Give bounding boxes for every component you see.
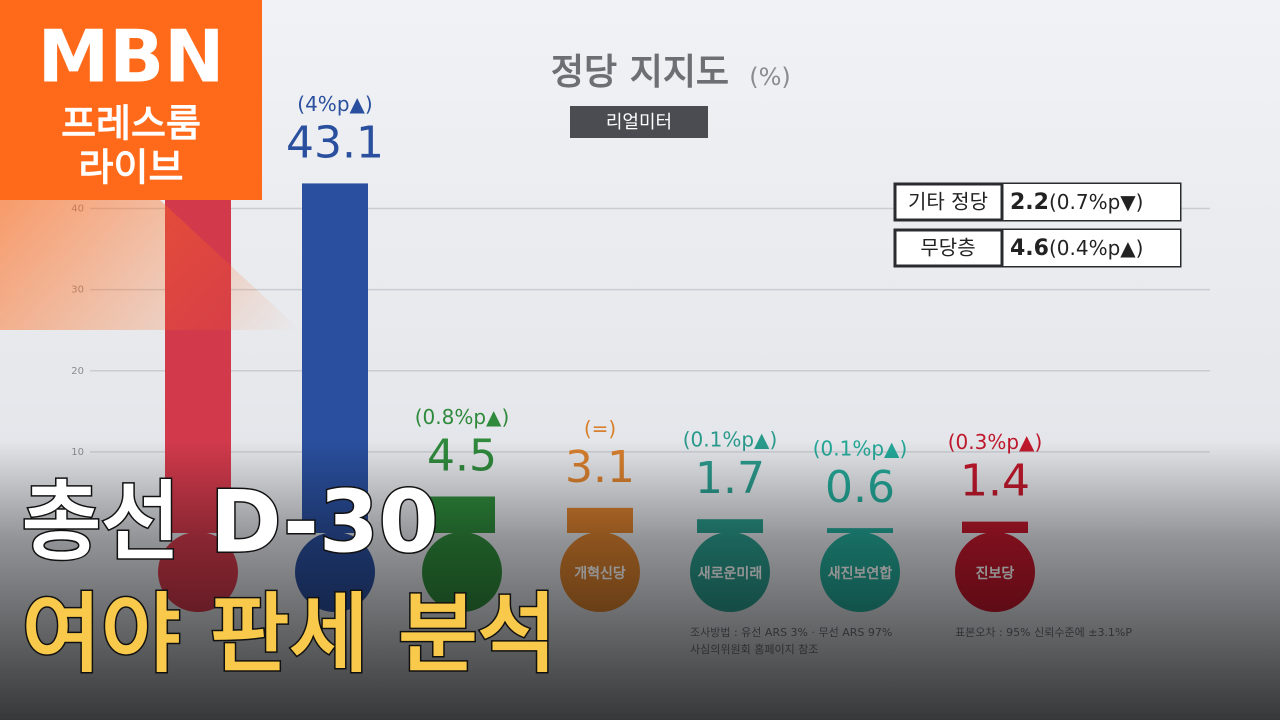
change-label: (4%p▲) [297,92,372,116]
logo-brand: MBN [38,15,225,99]
chart-title: 정당 지지도 [551,52,729,93]
info-change: (0.7%p▼) [1049,190,1144,214]
unit: (%) [749,63,791,91]
logo-line: 프레스룸 [61,102,201,146]
value-label: 43.1 [286,117,384,168]
logo-line: 라이브 [79,146,184,190]
info-change: (0.4%p▲) [1049,236,1144,260]
change-label: (0.8%p▲) [415,405,510,429]
source-badge [570,106,708,138]
info-box-label-bg [1002,230,1180,266]
info-label: 무당층 [920,236,975,260]
info-number: 2.2 [1010,190,1049,215]
logo-box [0,0,262,200]
info-value: 2.2(0.7%p▼) [1010,190,1143,216]
info-value: 4.6(0.4%p▲) [1010,236,1143,262]
info-number: 4.6 [1010,236,1049,261]
source: 리얼미터 [606,112,672,133]
y-tick-label: 20 [71,366,84,377]
headline: 여야 판세 분석 [22,584,557,684]
bottom-shade [0,440,1280,720]
headline: 총선 D-30 [22,472,439,572]
info-label: 기타 정당 [908,190,988,214]
change-label: (=) [584,416,616,440]
info-box-label-bg [1002,184,1180,220]
